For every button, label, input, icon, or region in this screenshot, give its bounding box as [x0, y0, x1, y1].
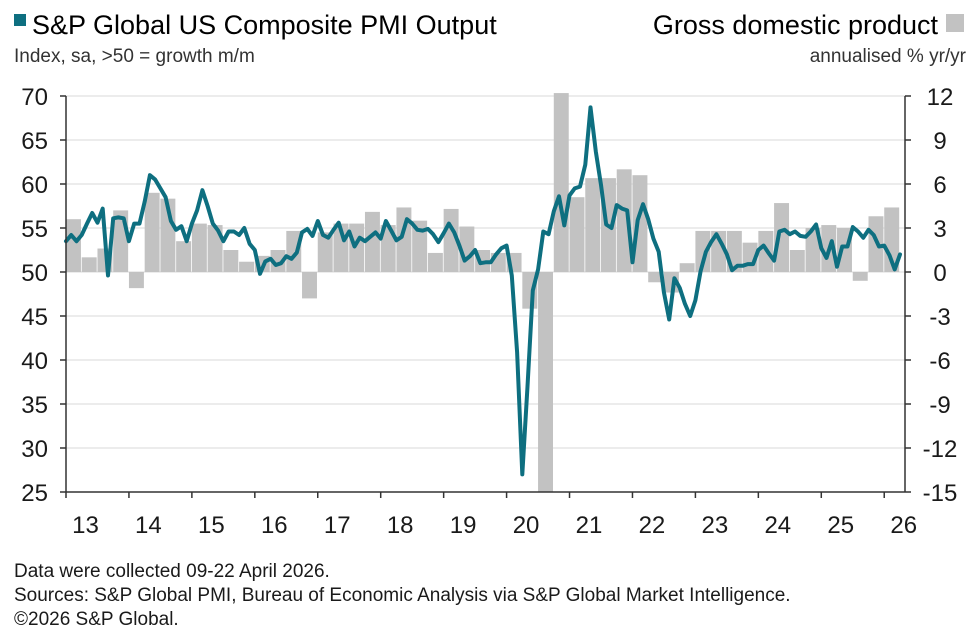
right-tick-label: 3: [933, 216, 946, 243]
right-tick-label: 12: [927, 84, 954, 111]
gdp-legend-title: Gross domestic product: [653, 10, 939, 40]
pmi-legend-title: S&P Global US Composite PMI Output: [32, 10, 497, 40]
gdp-bar: [569, 197, 585, 272]
gdp-bar: [380, 225, 396, 272]
gdp-bar: [128, 272, 144, 289]
gdp-bar: [66, 219, 81, 272]
x-tick-label: 21: [576, 512, 603, 539]
x-tick-label: 17: [324, 512, 351, 539]
left-tick-label: 65: [21, 128, 48, 155]
right-tick-label: -6: [929, 348, 950, 375]
gdp-bar: [364, 211, 380, 272]
gdp-bar: [774, 203, 790, 272]
left-tick-label: 70: [21, 84, 48, 111]
gdp-bar: [317, 232, 333, 272]
gdp-bar: [616, 169, 632, 272]
gdp-bar: [695, 230, 711, 272]
left-tick-label: 45: [21, 304, 48, 331]
x-tick-label: 15: [198, 512, 225, 539]
x-tick-label: 22: [639, 512, 666, 539]
x-tick-label: 25: [827, 512, 854, 539]
footer: Data were collected 09-22 April 2026. So…: [14, 560, 791, 632]
gdp-bar: [302, 272, 317, 299]
right-tick-label: -3: [929, 304, 950, 331]
x-tick-label: 20: [513, 512, 540, 539]
gdp-bar: [679, 263, 695, 272]
axes: [65, 96, 906, 493]
gdp-bar: [805, 228, 821, 272]
x-axis-ticks: 13 14 15 16 17 18 19 20 21 22 23 24 25 26: [65, 492, 917, 539]
x-tick-label: 14: [135, 512, 162, 539]
gdp-bar: [144, 192, 160, 272]
gdp-bar: [223, 250, 239, 272]
footer-copyright: ©2026 S&P Global.: [14, 609, 179, 630]
gdp-bars: [66, 93, 900, 492]
left-tick-label: 55: [21, 216, 48, 243]
x-tick-label: 23: [702, 512, 729, 539]
x-tick-label: 26: [890, 512, 917, 539]
footer-note: Data were collected 09-22 April 2026.: [14, 561, 330, 582]
left-tick-label: 50: [21, 260, 48, 287]
left-axis-ticks: 70 65 60 55 50 45 40 35 30 25: [21, 84, 66, 507]
right-tick-label: -9: [929, 392, 950, 419]
x-tick-label: 24: [764, 512, 791, 539]
left-tick-label: 60: [21, 172, 48, 199]
gdp-bar: [81, 257, 97, 272]
right-axis-ticks: 12 9 6 3 0 -3 -6 -9 -12 -15: [905, 84, 957, 507]
right-tick-label: 6: [933, 172, 946, 199]
gdp-bar: [270, 250, 286, 272]
gdp-bar: [412, 220, 428, 272]
left-tick-label: 35: [21, 392, 48, 419]
x-tick-label: 13: [72, 512, 99, 539]
right-tick-label: -12: [923, 436, 958, 463]
gdp-bar: [239, 261, 255, 272]
gridlines: [66, 95, 905, 493]
right-tick-label: -15: [923, 480, 958, 507]
footer-sources: Sources: S&P Global PMI, Bureau of Econo…: [14, 585, 791, 606]
gdp-unit-label: annualised % yr/yr: [810, 46, 967, 67]
gdp-bar: [852, 272, 868, 281]
left-tick-label: 25: [21, 480, 48, 507]
gdp-bar: [349, 223, 365, 272]
x-tick-label: 19: [450, 512, 477, 539]
right-tick-label: 9: [933, 128, 946, 155]
gdp-bar: [648, 272, 664, 283]
gdp-bar: [286, 230, 302, 272]
left-tick-label: 40: [21, 348, 48, 375]
right-tick-label: 0: [933, 260, 946, 287]
pmi-legend-swatch: [14, 14, 26, 26]
gdp-legend-swatch: [946, 14, 964, 32]
gdp-bar: [789, 250, 805, 272]
x-tick-label: 18: [387, 512, 414, 539]
x-tick-label: 16: [261, 512, 288, 539]
gdp-bar: [538, 272, 554, 492]
pmi-line-group: [64, 105, 902, 477]
left-tick-label: 30: [21, 436, 48, 463]
gdp-bar: [553, 93, 569, 272]
gdp-bar: [207, 225, 223, 272]
gdp-bar: [585, 178, 601, 272]
pmi-line: [64, 105, 902, 477]
gdp-bar: [176, 241, 192, 272]
gdp-bar: [191, 223, 207, 272]
pmi-unit-label: Index, sa, >50 = growth m/m: [14, 46, 255, 67]
gdp-bar: [427, 252, 443, 272]
